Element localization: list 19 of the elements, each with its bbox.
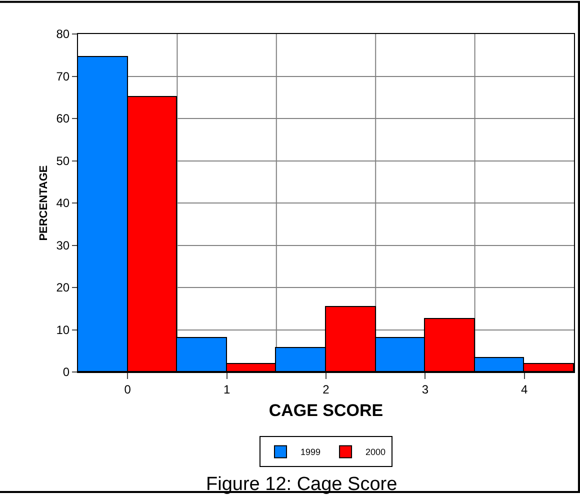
y-tick-label: 20 (56, 280, 70, 295)
y-tick-label: 10 (56, 322, 70, 337)
y-axis-title: PERCENTAGE (38, 165, 50, 241)
y-tick-label: 50 (56, 154, 70, 168)
legend-label: 1999 (300, 447, 321, 458)
legend-label: 2000 (366, 447, 386, 458)
x-tick-label: 0 (124, 382, 132, 396)
y-tick-label: 0 (62, 365, 70, 380)
text: Figure 12: Cage Score (206, 474, 398, 495)
x-tick-label: 2 (322, 382, 330, 396)
y-tick-label: 80 (56, 27, 70, 42)
x-axis-title: CAGE SCORE (268, 400, 384, 420)
y-tick-label: 40 (56, 196, 70, 210)
y-tick-label: 70 (56, 69, 70, 84)
x-tick-label: 3 (422, 382, 429, 396)
x-tick-label: 4 (521, 382, 528, 396)
y-tick-label: 30 (56, 238, 70, 252)
x-tick-label: 1 (223, 382, 230, 396)
y-tick-label: 60 (56, 112, 70, 126)
